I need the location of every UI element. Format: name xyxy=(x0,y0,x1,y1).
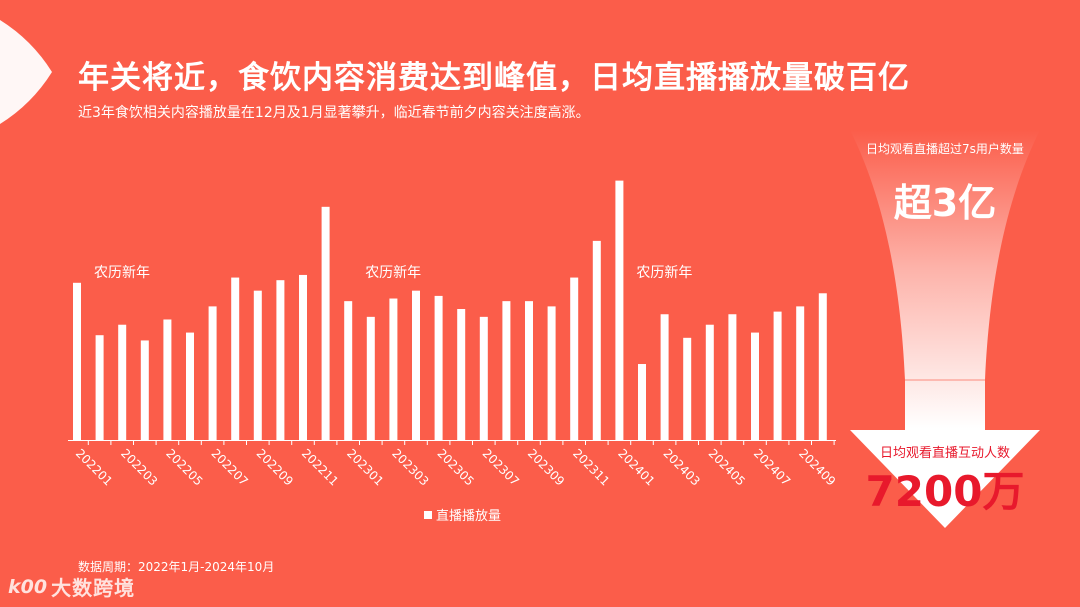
viewers-stat-value: 超3亿 xyxy=(893,181,997,225)
bar-202204 xyxy=(140,340,149,440)
bar-202409 xyxy=(796,306,805,440)
bar-202304 xyxy=(412,290,420,440)
bar-202402 xyxy=(638,364,646,440)
bar-202308 xyxy=(502,301,511,440)
bar-202302 xyxy=(366,316,375,440)
x-tick-label: 202309 xyxy=(525,446,567,488)
bar-202405 xyxy=(705,324,714,440)
interaction-stat-value: 7200万 xyxy=(865,467,1025,516)
x-tick-label: 202401 xyxy=(615,446,657,488)
bar-202404 xyxy=(683,337,692,440)
x-tick-label: 202203 xyxy=(118,446,160,488)
bar-202203 xyxy=(118,324,127,440)
x-tick-label: 202407 xyxy=(751,446,793,488)
brand-logo: k00 大数跨境 xyxy=(8,572,135,601)
legend-label: 直播播放量 xyxy=(436,509,501,524)
bar-202209 xyxy=(253,290,262,440)
x-tick-label: 202403 xyxy=(660,446,702,488)
page-subtitle: 近3年食饮相关内容播放量在12月及1月显著攀升，临近春节前夕内容关注度高涨。 xyxy=(78,105,590,121)
funnel-graphic xyxy=(850,130,1040,528)
bar-202408 xyxy=(773,311,782,440)
bar-202307 xyxy=(479,316,488,440)
x-tick-label: 202205 xyxy=(163,446,205,488)
corner-notch-decoration xyxy=(0,20,52,124)
bar-202311 xyxy=(570,277,579,440)
bar-202208 xyxy=(231,277,240,440)
viewers-stat-label: 日均观看直播超过7s用户数量 xyxy=(866,142,1024,156)
legend-swatch xyxy=(424,511,432,519)
bar-202207 xyxy=(208,306,217,440)
x-tick-label: 202305 xyxy=(434,446,476,488)
bar-202201 xyxy=(73,282,81,440)
bar-202309 xyxy=(525,301,533,440)
bar-202310 xyxy=(547,306,556,440)
bar-202206 xyxy=(186,332,194,440)
bar-202210 xyxy=(276,280,285,440)
bar-202211 xyxy=(299,274,307,440)
x-tick-label: 202311 xyxy=(570,446,612,488)
x-tick-label: 202307 xyxy=(480,446,522,488)
bar-202305 xyxy=(434,295,443,440)
bar-202202 xyxy=(95,335,104,440)
x-tick-label: 202409 xyxy=(796,446,838,488)
annotation-lunar-new-year: 农历新年 xyxy=(365,265,421,281)
x-tick-label: 202405 xyxy=(706,446,748,488)
bar-202407 xyxy=(751,332,759,440)
x-tick-label: 202211 xyxy=(299,446,341,488)
x-tick-label: 202209 xyxy=(254,446,296,488)
x-tick-label: 202303 xyxy=(389,446,431,488)
bar-202306 xyxy=(457,309,466,440)
brand-logo-mark: k00 xyxy=(8,575,48,598)
x-tick-label: 202201 xyxy=(73,446,115,488)
bar-202303 xyxy=(389,298,398,440)
bar-202312 xyxy=(592,240,601,440)
annotation-lunar-new-year: 农历新年 xyxy=(636,265,692,281)
bar-202406 xyxy=(728,314,737,440)
bar-202205 xyxy=(163,319,172,440)
data-period: 数据周期：2022年1月-2024年10月 xyxy=(78,560,275,574)
bar-202401 xyxy=(615,180,624,440)
page-title: 年关将近，食饮内容消费达到峰值，日均直播播放量破百亿 xyxy=(78,60,910,96)
bar-202301 xyxy=(344,301,353,440)
bar-chart: 202201 202203 202205 202207 202209 202211 2023… xyxy=(68,180,838,524)
bar-202410 xyxy=(818,293,827,440)
brand-name: 大数跨境 xyxy=(51,576,136,600)
bar-202212 xyxy=(321,206,330,440)
x-tick-label: 202207 xyxy=(208,446,250,488)
annotation-lunar-new-year: 农历新年 xyxy=(94,265,150,281)
interaction-stat-label: 日均观看直播互动人数 xyxy=(879,446,1010,461)
bar-202403 xyxy=(660,314,669,440)
x-tick-label: 202301 xyxy=(344,446,386,488)
